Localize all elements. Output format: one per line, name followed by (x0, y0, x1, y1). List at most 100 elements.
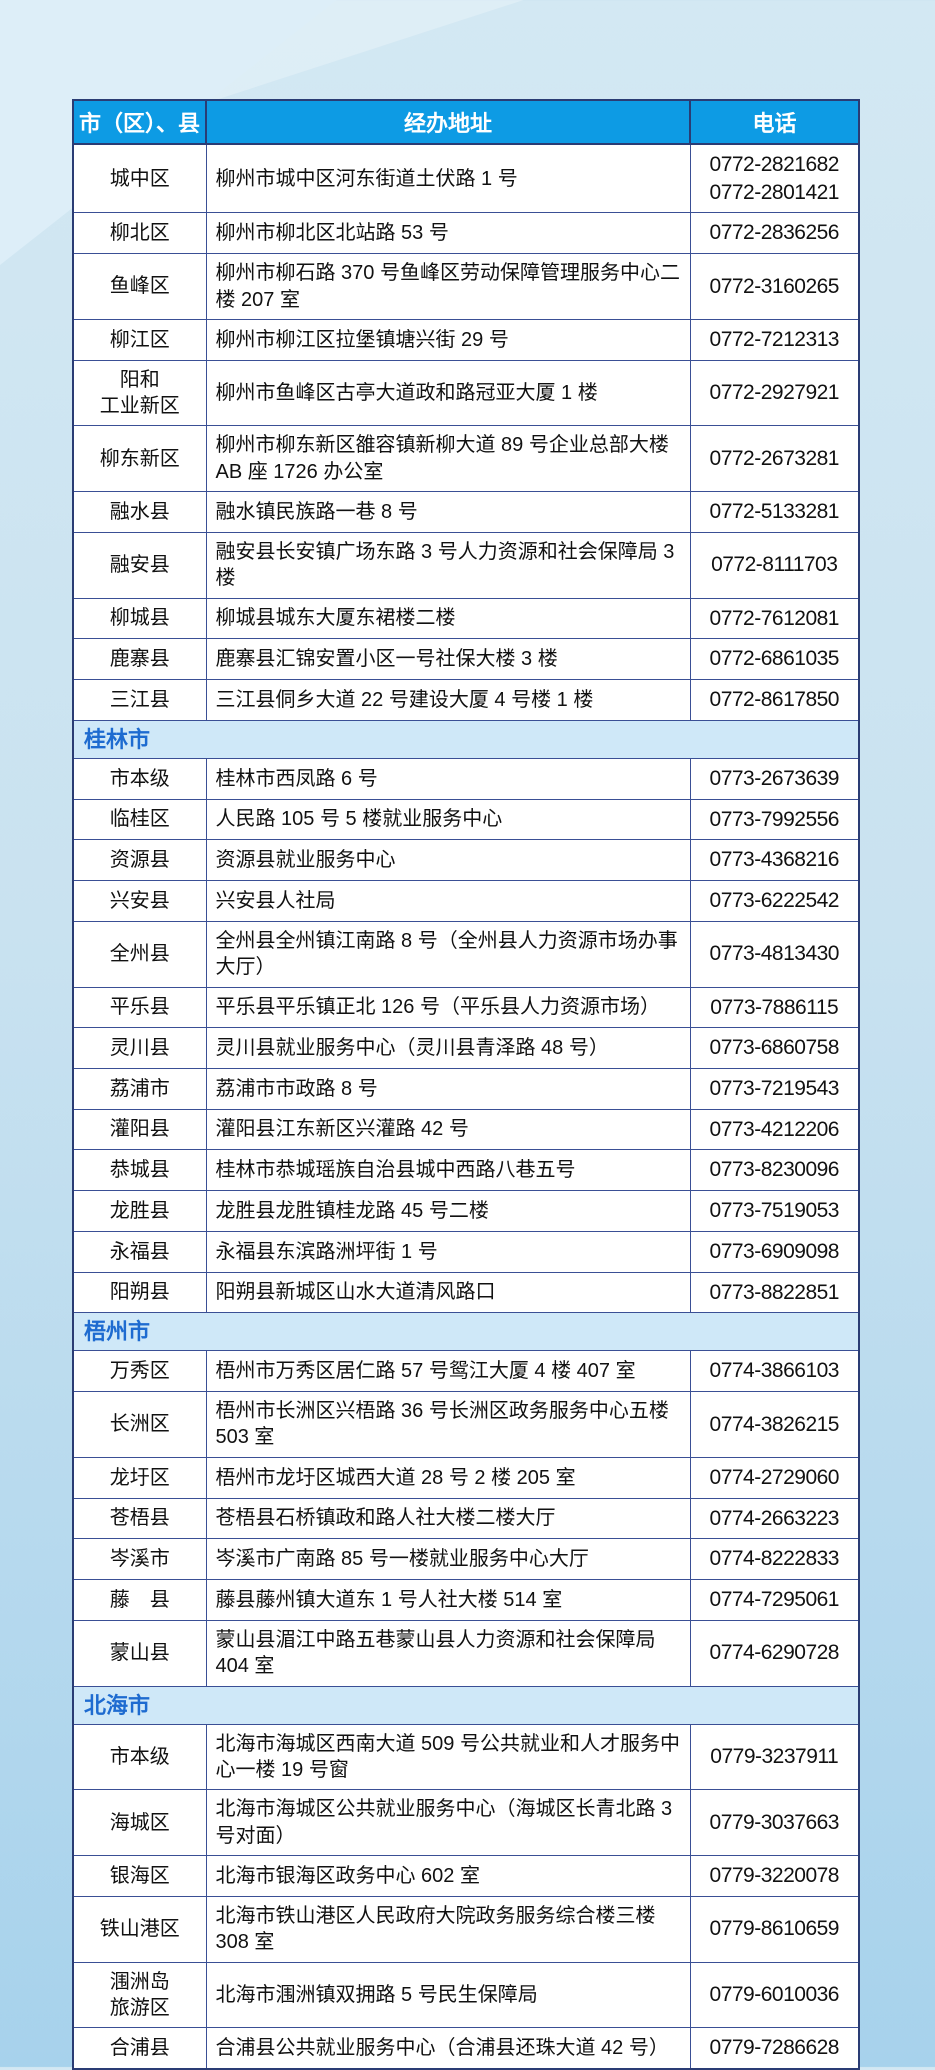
table-row: 城中区 柳州市城中区河东街道土伏路 1 号 0772-2821682 0772-… (72, 143, 860, 214)
phone-cell: 0773-4368216 (689, 839, 860, 882)
region-cell: 平乐县 (72, 986, 207, 1029)
region-cell: 阳和 工业新区 (72, 359, 207, 427)
table-row: 柳东新区 柳州市柳东新区雒容镇新柳大道 89 号企业总部大楼 AB 座 1726… (72, 425, 860, 493)
address-cell: 北海市涠洲镇双拥路 5 号民生保障局 (205, 1961, 691, 2029)
region-cell: 鱼峰区 (72, 253, 207, 320)
table-row: 融水县 融水镇民族路一巷 8 号 0772-5133281 (72, 491, 860, 533)
address-cell: 龙胜县龙胜镇桂龙路 45 号二楼 (205, 1190, 691, 1232)
table-row: 全州县 全州县全州镇江南路 8 号（全州县人力资源市场办事大厅） 0773-48… (72, 920, 860, 988)
region-cell: 阳朔县 (72, 1271, 207, 1314)
phone-cell: 0773-7519053 (689, 1190, 860, 1232)
region-cell: 长洲区 (72, 1391, 207, 1458)
table-row: 藤 县 藤县藤州镇大道东 1 号人社大楼 514 室 0774-7295061 (72, 1579, 860, 1621)
region-cell: 鹿寨县 (72, 638, 207, 681)
region-cell: 灵川县 (72, 1027, 207, 1069)
address-cell: 桂林市恭城瑶族自治县城中西路八巷五号 (205, 1149, 691, 1192)
address-cell: 资源县就业服务中心 (205, 839, 691, 882)
region-cell: 万秀区 (72, 1350, 207, 1393)
phone-cell: 0779-3237911 (689, 1723, 860, 1791)
table-row: 涠洲岛 旅游区 北海市涠洲镇双拥路 5 号民生保障局 0779-6010036 (72, 1961, 860, 2029)
phone-cell: 0772-2927921 (689, 359, 860, 427)
phone-cell: 0774-3866103 (689, 1350, 860, 1393)
phone-cell: 0779-3037663 (689, 1789, 860, 1857)
phone-cell: 0772-2821682 0772-2801421 (689, 143, 860, 214)
phone-cell: 0772-7212313 (689, 318, 860, 361)
office-directory: 市（区）、县 经办地址 电话 城中区 柳州市城中区河东街道土伏路 1 号 077… (72, 99, 860, 2070)
address-cell: 北海市铁山港区人民政府大院政务服务综合楼三楼 308 室 (205, 1895, 691, 1963)
table-row: 永福县 永福县东滨路洲坪街 1 号 0773-6909098 (72, 1230, 860, 1273)
table-row: 兴安县 兴安县人社局 0773-6222542 (72, 880, 860, 922)
region-cell: 三江县 (72, 679, 207, 721)
region-cell: 柳江区 (72, 318, 207, 361)
table-row: 资源县 资源县就业服务中心 0773-4368216 (72, 839, 860, 882)
table-row: 柳北区 柳州市柳北区北站路 53 号 0772-2836256 (72, 212, 860, 255)
address-cell: 北海市海城区西南大道 509 号公共就业和人才服务中心一楼 19 号窗 (205, 1723, 691, 1791)
table-row: 柳城县 柳城县城东大厦东裙楼二楼 0772-7612081 (72, 597, 860, 640)
phone-cell: 0772-2673281 (689, 425, 860, 493)
region-cell: 资源县 (72, 839, 207, 882)
region-cell: 灌阳县 (72, 1108, 207, 1151)
table-row: 阳朔县 阳朔县新城区山水大道清风路口 0773-8822851 (72, 1271, 860, 1314)
phone-cell: 0772-6861035 (689, 638, 860, 681)
phone-cell: 0773-6222542 (689, 880, 860, 922)
address-cell: 北海市海城区公共就业服务中心（海城区长青北路 3 号对面） (205, 1789, 691, 1857)
table-row: 万秀区 梧州市万秀区居仁路 57 号鸳江大厦 4 楼 407 室 0774-38… (72, 1350, 860, 1393)
phone-cell: 0779-8610659 (689, 1895, 860, 1963)
office-table-body: 城中区 柳州市城中区河东街道土伏路 1 号 0772-2821682 0772-… (72, 143, 860, 2070)
region-cell: 岑溪市 (72, 1538, 207, 1580)
region-cell: 城中区 (72, 143, 207, 214)
column-header-phone: 电话 (689, 99, 860, 145)
address-cell: 兴安县人社局 (205, 880, 691, 922)
table-row: 阳和 工业新区 柳州市鱼峰区古亭大道政和路冠亚大厦 1 楼 0772-29279… (72, 359, 860, 427)
city-section-label: 梧州市 (72, 1312, 860, 1352)
address-cell: 鹿寨县汇锦安置小区一号社保大楼 3 楼 (205, 638, 691, 681)
phone-cell: 0774-8222833 (689, 1538, 860, 1580)
phone-cell: 0772-8617850 (689, 679, 860, 721)
table-row: 铁山港区 北海市铁山港区人民政府大院政务服务综合楼三楼 308 室 0779-8… (72, 1895, 860, 1963)
region-cell: 龙圩区 (72, 1456, 207, 1499)
table-row: 市本级 桂林市西凤路 6 号 0773-2673639 (72, 757, 860, 800)
address-cell: 蒙山县湄江中路五巷蒙山县人力资源和社会保障局 404 室 (205, 1619, 691, 1687)
phone-cell: 0774-2729060 (689, 1456, 860, 1499)
office-table: 市（区）、县 经办地址 电话 城中区 柳州市城中区河东街道土伏路 1 号 077… (72, 99, 860, 2070)
region-cell: 铁山港区 (72, 1895, 207, 1963)
phone-cell: 0773-7219543 (689, 1068, 860, 1110)
region-cell: 藤 县 (72, 1579, 207, 1621)
phone-cell: 0779-7286628 (689, 2027, 860, 2070)
phone-cell: 0774-7295061 (689, 1579, 860, 1621)
region-cell: 涠洲岛 旅游区 (72, 1961, 207, 2029)
phone-cell: 0772-7612081 (689, 597, 860, 640)
address-cell: 融安县长安镇广场东路 3 号人力资源和社会保障局 3 楼 (205, 531, 691, 599)
address-cell: 梧州市长洲区兴梧路 36 号长洲区政务服务中心五楼 503 室 (205, 1391, 691, 1458)
address-cell: 桂林市西凤路 6 号 (205, 757, 691, 800)
phone-cell: 0773-8230096 (689, 1149, 860, 1192)
region-cell: 兴安县 (72, 880, 207, 922)
table-row: 三江县 三江县侗乡大道 22 号建设大厦 4 号楼 1 楼 0772-86178… (72, 679, 860, 721)
phone-cell: 0774-3826215 (689, 1391, 860, 1458)
phone-cell: 0773-4813430 (689, 920, 860, 988)
address-cell: 北海市银海区政务中心 602 室 (205, 1855, 691, 1897)
address-cell: 梧州市龙圩区城西大道 28 号 2 楼 205 室 (205, 1456, 691, 1499)
table-row: 荔浦市 荔浦市市政路 8 号 0773-7219543 (72, 1068, 860, 1110)
phone-cell: 0774-6290728 (689, 1619, 860, 1687)
address-cell: 平乐县平乐镇正北 126 号（平乐县人力资源市场） (205, 986, 691, 1029)
table-row: 柳江区 柳州市柳江区拉堡镇塘兴街 29 号 0772-7212313 (72, 318, 860, 361)
table-row: 蒙山县 蒙山县湄江中路五巷蒙山县人力资源和社会保障局 404 室 0774-62… (72, 1619, 860, 1687)
address-cell: 柳州市柳江区拉堡镇塘兴街 29 号 (205, 318, 691, 361)
phone-cell: 0779-3220078 (689, 1855, 860, 1897)
phone-cell: 0773-6909098 (689, 1230, 860, 1273)
table-row: 合浦县 合浦县公共就业服务中心（合浦县还珠大道 42 号） 0779-72866… (72, 2027, 860, 2070)
table-row: 龙圩区 梧州市龙圩区城西大道 28 号 2 楼 205 室 0774-27290… (72, 1456, 860, 1499)
address-cell: 人民路 105 号 5 楼就业服务中心 (205, 798, 691, 841)
region-cell: 市本级 (72, 1723, 207, 1791)
address-cell: 全州县全州镇江南路 8 号（全州县人力资源市场办事大厅） (205, 920, 691, 988)
address-cell: 柳州市鱼峰区古亭大道政和路冠亚大厦 1 楼 (205, 359, 691, 427)
table-row: 平乐县 平乐县平乐镇正北 126 号（平乐县人力资源市场） 0773-78861… (72, 986, 860, 1029)
region-cell: 融水县 (72, 491, 207, 533)
address-cell: 灌阳县江东新区兴灌路 42 号 (205, 1108, 691, 1151)
phone-cell: 0773-2673639 (689, 757, 860, 800)
column-header-address: 经办地址 (205, 99, 691, 145)
address-cell: 柳州市柳石路 370 号鱼峰区劳动保障管理服务中心二楼 207 室 (205, 253, 691, 320)
region-cell: 柳北区 (72, 212, 207, 255)
table-row: 岑溪市 岑溪市广南路 85 号一楼就业服务中心大厅 0774-8222833 (72, 1538, 860, 1580)
